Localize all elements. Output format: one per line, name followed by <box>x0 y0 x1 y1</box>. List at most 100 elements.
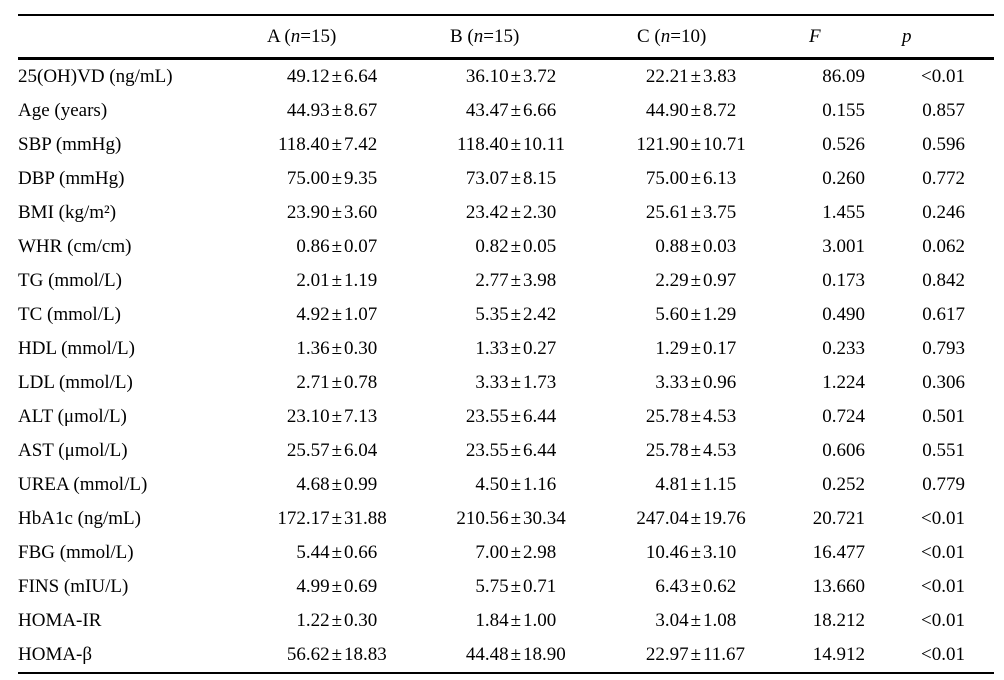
mean-value: 44.93 <box>286 100 330 121</box>
stat-symbol: p <box>902 25 912 47</box>
table-row: TC (mmol/L) 4.92 ±1.07 5.35 ±2.42 5.60 ±1.2… <box>18 298 994 332</box>
sd-value: 10.71 <box>703 134 746 155</box>
mean-value: 75.00 <box>286 168 330 189</box>
sd-value: 0.99 <box>344 474 378 495</box>
f-statistic-value: 3.001 <box>822 236 865 257</box>
plus-minus-sign: ± <box>331 474 342 495</box>
sd-value: 1.08 <box>703 610 737 631</box>
header-stat-cell: p <box>898 26 994 48</box>
plus-minus-sign: ± <box>331 440 342 461</box>
f-statistic-value: 0.724 <box>822 406 865 427</box>
plus-minus-sign: ± <box>510 202 521 223</box>
mean-value: 22.21 <box>645 66 689 87</box>
sd-value: 0.07 <box>344 236 378 257</box>
mean-value: 3.33 <box>475 372 509 393</box>
plus-minus-sign: ± <box>690 644 701 665</box>
plus-minus-sign: ± <box>690 474 701 495</box>
table-row: TG (mmol/L) 2.01 ±1.19 2.77 ±3.98 2.29 ±0.9… <box>18 264 994 298</box>
sd-value: 6.44 <box>523 406 557 427</box>
sd-value: 30.34 <box>523 508 566 529</box>
table-row: LDL (mmol/L) 2.71 ±0.78 3.33 ±1.73 3.33 ±0.… <box>18 366 994 400</box>
row-label: AST (μmol/L) <box>18 440 128 461</box>
value-cell-group-b: 44.48 ±18.90 <box>438 644 625 666</box>
p-value: <0.01 <box>921 610 965 631</box>
plus-minus-sign: ± <box>690 610 701 631</box>
table-body: 25(OH)VD (ng/mL) 49.12 ±6.64 36.10 ±3.72 2… <box>18 60 994 672</box>
mean-value: 23.10 <box>286 406 330 427</box>
plus-minus-sign: ± <box>510 508 521 529</box>
plus-minus-sign: ± <box>510 134 521 155</box>
p-value: 0.617 <box>922 304 965 325</box>
f-statistic-value: 1.455 <box>822 202 865 223</box>
row-label: ALT (μmol/L) <box>18 406 127 427</box>
value-cell-group-b: 5.35 ±2.42 <box>438 304 625 326</box>
header-group-cell: A (n=15) <box>255 26 438 48</box>
plus-minus-sign: ± <box>690 236 701 257</box>
table-bottom-rule <box>18 672 994 674</box>
sd-value: 6.64 <box>344 66 378 87</box>
mean-value: 44.48 <box>465 644 509 665</box>
sd-value: 2.42 <box>523 304 557 325</box>
mean-value: 10.46 <box>645 542 689 563</box>
plus-minus-sign: ± <box>510 610 521 631</box>
mean-value: 0.88 <box>655 236 689 257</box>
p-value: 0.857 <box>922 100 965 121</box>
sd-value: 2.98 <box>523 542 557 563</box>
plus-minus-sign: ± <box>690 100 701 121</box>
plus-minus-sign: ± <box>331 610 342 631</box>
mean-value: 25.57 <box>286 440 330 461</box>
p-value: 0.793 <box>922 338 965 359</box>
group-label: A ( <box>267 25 291 47</box>
plus-minus-sign: ± <box>510 406 521 427</box>
value-cell-group-a: 2.01 ±1.19 <box>255 270 438 292</box>
plus-minus-sign: ± <box>331 372 342 393</box>
sd-value: 3.10 <box>703 542 737 563</box>
mean-value: 121.90 <box>636 134 689 155</box>
f-statistic-value: 86.09 <box>822 66 865 87</box>
sd-value: 3.75 <box>703 202 737 223</box>
value-cell-group-a: 1.22 ±0.30 <box>255 610 438 632</box>
sd-value: 9.35 <box>344 168 378 189</box>
sd-value: 6.04 <box>344 440 378 461</box>
sd-value: 1.19 <box>344 270 378 291</box>
sd-value: 1.00 <box>523 610 557 631</box>
stat-symbol: F <box>809 25 821 47</box>
mean-value: 56.62 <box>286 644 330 665</box>
group-comparison-table: A (n=15) B (n=15) C (n=10) F p 25(OH)VD … <box>18 14 994 674</box>
mean-value: 4.92 <box>296 304 330 325</box>
mean-value: 0.86 <box>296 236 330 257</box>
mean-value: 23.42 <box>465 202 509 223</box>
p-value: <0.01 <box>921 542 965 563</box>
sd-value: 2.30 <box>523 202 557 223</box>
sd-value: 31.88 <box>344 508 387 529</box>
mean-value: 23.55 <box>465 440 509 461</box>
plus-minus-sign: ± <box>331 406 342 427</box>
plus-minus-sign: ± <box>331 202 342 223</box>
value-cell-group-c: 2.29 ±0.97 <box>625 270 805 292</box>
value-cell-group-c: 22.21 ±3.83 <box>625 66 805 88</box>
value-cell-group-c: 3.33 ±0.96 <box>625 372 805 394</box>
value-cell-group-c: 6.43 ±0.62 <box>625 576 805 598</box>
value-cell-group-c: 1.29 ±0.17 <box>625 338 805 360</box>
value-cell-group-a: 44.93 ±8.67 <box>255 100 438 122</box>
mean-value: 2.77 <box>475 270 509 291</box>
value-cell-group-c: 22.97 ±11.67 <box>625 644 805 666</box>
table-row: DBP (mmHg) 75.00 ±9.35 73.07 ±8.15 75.00 ±6… <box>18 162 994 196</box>
plus-minus-sign: ± <box>690 168 701 189</box>
sd-value: 19.76 <box>703 508 746 529</box>
table-row: HOMA-IR 1.22 ±0.30 1.84 ±1.00 3.04 ±1.08 18… <box>18 604 994 638</box>
mean-value: 172.17 <box>277 508 330 529</box>
f-statistic-value: 0.173 <box>822 270 865 291</box>
sd-value: 0.97 <box>703 270 737 291</box>
mean-value: 36.10 <box>465 66 509 87</box>
plus-minus-sign: ± <box>510 100 521 121</box>
value-cell-group-b: 1.84 ±1.00 <box>438 610 625 632</box>
sd-value: 6.13 <box>703 168 737 189</box>
group-label: C ( <box>637 25 661 47</box>
value-cell-group-a: 49.12 ±6.64 <box>255 66 438 88</box>
sd-value: 0.66 <box>344 542 378 563</box>
plus-minus-sign: ± <box>510 474 521 495</box>
mean-value: 5.60 <box>655 304 689 325</box>
plus-minus-sign: ± <box>510 338 521 359</box>
mean-value: 44.90 <box>645 100 689 121</box>
